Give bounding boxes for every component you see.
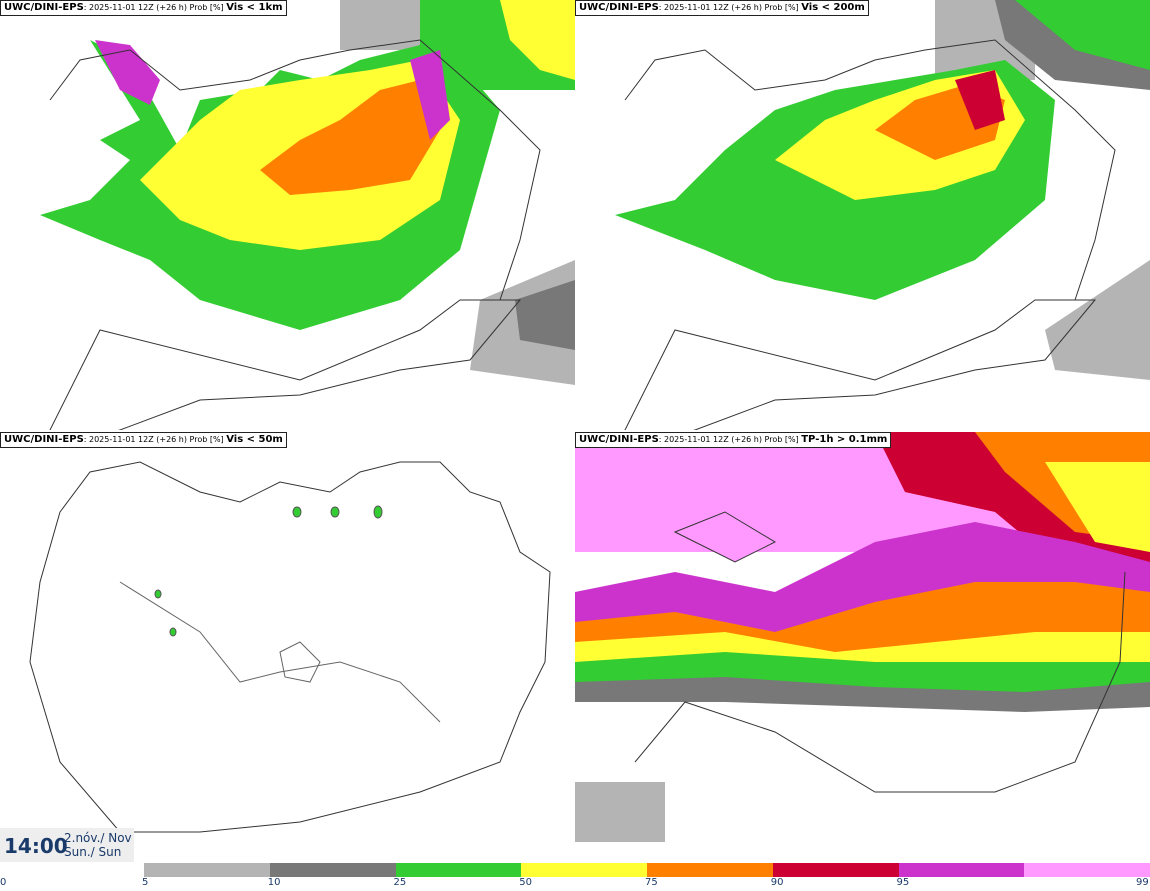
map-vis-1km [40,0,575,430]
valid-hour: 14:00 [4,834,68,858]
green-spot [169,627,177,637]
run-info: : 2025-11-01 12Z (+26 h) Prob [%] [658,3,802,12]
orange-area [260,80,440,195]
variable-label: Vis < 1km [226,2,283,13]
green-spot [330,506,340,518]
color-bar-tick-label: 75 [645,877,658,888]
coastline [49,299,522,430]
model-name: UWC/DINI-EPS [4,2,84,13]
color-bar-segment [898,863,1025,877]
green-spot [373,505,383,519]
color-bar-segment [521,863,647,877]
green-zone [1015,0,1150,70]
grey-zone-sw [575,782,665,842]
grey-zone-se [1045,260,1150,380]
model-name: UWC/DINI-EPS [579,434,659,445]
magenta-area-north [410,50,450,140]
model-name: UWC/DINI-EPS [579,2,659,13]
model-name: UWC/DINI-EPS [4,434,84,445]
coastline [624,299,1097,430]
inner-contour [119,581,441,723]
color-bar-tick-label: 99 [1136,877,1149,888]
panel-title: UWC/DINI-EPS: 2025-11-01 12Z (+26 h) Pro… [0,0,287,16]
map-vis-50m [29,461,551,833]
map-panel-vis-50m: UWC/DINI-EPS: 2025-11-01 12Z (+26 h) Pro… [0,432,575,862]
coastline [634,571,1126,793]
color-bar-tick-label: 5 [142,877,149,888]
color-bar-tick-label: 95 [896,877,910,888]
variable-label: Vis < 50m [226,434,283,445]
run-info: : 2025-11-01 12Z (+26 h) Prob [%] [83,3,227,12]
color-bar-tick-label: 50 [519,877,532,888]
color-bar [144,863,1150,877]
run-info: : 2025-11-01 12Z (+26 h) Prob [%] [658,435,802,444]
darkgrey-zone-se [515,280,575,350]
run-info: : 2025-11-01 12Z (+26 h) Prob [%] [83,435,227,444]
red-area [955,70,1005,130]
color-bar-segment [647,863,773,877]
yellow-zone [1045,462,1150,552]
darkgrey-band [575,677,1150,712]
green-spot [292,506,302,518]
color-bar-tick-label: 0 [0,877,7,888]
valid-date: 2.nóv./ Nov Sun./ Sun [64,831,132,859]
map-panel-vis-1km: UWC/DINI-EPS: 2025-11-01 12Z (+26 h) Pro… [0,0,575,430]
map-panel-vis-200m: UWC/DINI-EPS: 2025-11-01 12Z (+26 h) Pro… [575,0,1150,430]
color-bar-segment [269,863,396,877]
color-bar-segment [144,863,270,877]
coastline-north [624,39,1116,301]
color-bar-tick-label: 25 [393,877,407,888]
color-bar-tick-label: 10 [267,877,281,888]
map-tp-1h [575,432,1150,842]
panel-title: UWC/DINI-EPS: 2025-11-01 12Z (+26 h) Pro… [575,0,869,16]
westfjords-outline [673,511,777,563]
panel-title: UWC/DINI-EPS: 2025-11-01 12Z (+26 h) Pro… [0,432,287,448]
color-bar-segment [772,863,899,877]
variable-label: Vis < 200m [801,2,865,13]
coastline-north [49,39,541,301]
map-panel-tp-1h: UWC/DINI-EPS: 2025-11-01 12Z (+26 h) Pro… [575,432,1150,862]
yellow-zone [500,0,575,80]
color-bar-segment [1024,863,1150,877]
valid-date-line2: Sun./ Sun [64,845,122,859]
color-bar-segment [395,863,522,877]
variable-label: TP-1h > 0.1mm [801,434,888,445]
color-bar-ticks: 0 5 10 25 50 75 90 95 99 [0,877,1150,891]
color-bar-tick-label: 90 [770,877,784,888]
panel-title: UWC/DINI-EPS: 2025-11-01 12Z (+26 h) Pro… [575,432,892,448]
grey-zone [340,0,420,50]
valid-time-box: 14:00 2.nóv./ Nov Sun./ Sun [0,828,134,862]
map-vis-200m [615,0,1150,430]
magenta-area [95,40,160,105]
valid-date-line1: 2.nóv./ Nov [64,831,132,845]
green-spot [154,589,162,599]
glacier-outline [279,641,321,683]
